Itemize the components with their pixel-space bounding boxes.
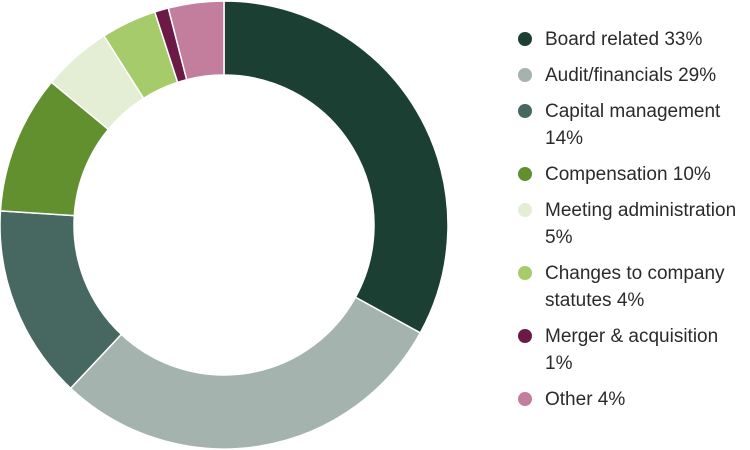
legend-item: Meeting administration 5% [518, 197, 748, 251]
legend-swatch [518, 104, 532, 118]
legend-item: Audit/financials 29% [518, 62, 748, 89]
legend-item: Merger & acquisition 1% [518, 323, 748, 377]
legend-item: Capital management 14% [518, 98, 748, 152]
legend-swatch [518, 329, 532, 343]
legend-item: Board related 33% [518, 26, 748, 53]
legend-item: Compensation 10% [518, 161, 748, 188]
legend-item: Changes to company statutes 4% [518, 260, 748, 314]
legend-label: Other 4% [545, 389, 626, 410]
legend-item: Other 4% [518, 386, 748, 413]
legend-label: Capital management 14% [545, 101, 721, 149]
legend-label: Changes to company statutes 4% [545, 263, 725, 311]
legend-label: Merger & acquisition 1% [545, 326, 719, 374]
legend-swatch [518, 68, 532, 82]
donut-slice [69, 296, 422, 450]
legend-label: Audit/financials 29% [545, 65, 717, 86]
donut-slice [167, 0, 225, 81]
donut-chart [0, 0, 449, 450]
legend-swatch [518, 203, 532, 217]
legend-swatch [518, 32, 532, 46]
legend-label: Compensation 10% [545, 164, 711, 185]
legend-label: Board related 33% [545, 29, 703, 50]
legend-label: Meeting administration 5% [545, 200, 737, 248]
chart-legend: Board related 33% Audit/financials 29% Cap… [518, 26, 748, 422]
legend-swatch [518, 167, 532, 181]
legend-swatch [518, 266, 532, 280]
legend-swatch [518, 392, 532, 406]
donut-slice [223, 0, 449, 334]
